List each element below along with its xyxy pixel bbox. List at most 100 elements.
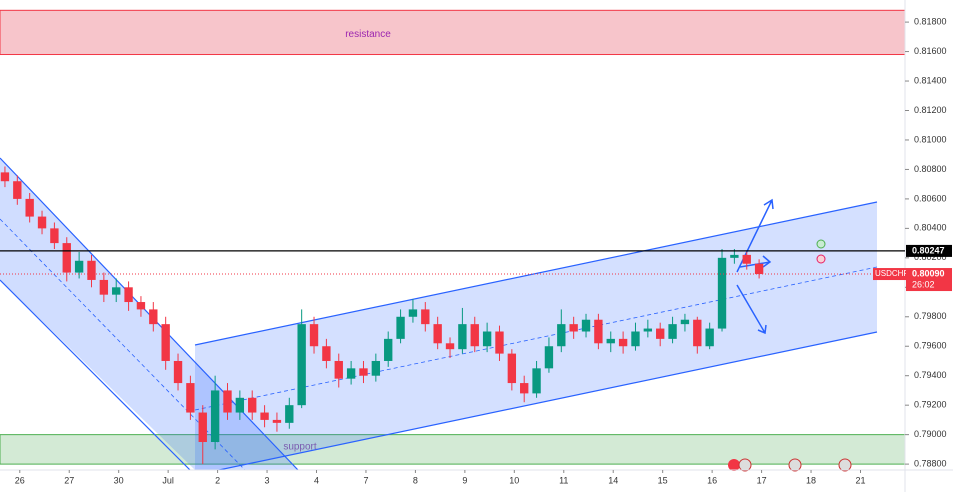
y-tick-label: 0.81800	[914, 16, 947, 26]
x-tick-label: 2	[215, 475, 220, 485]
x-tick-label: 14	[608, 475, 618, 485]
candle-body	[544, 346, 554, 369]
drawings	[0, 157, 878, 470]
candle-body	[742, 254, 751, 264]
alert-icon	[816, 239, 826, 249]
candle-body	[569, 324, 578, 332]
y-tick-label: 0.79000	[914, 429, 947, 439]
price-line-label: 0.80247	[912, 245, 945, 255]
candle-body	[25, 198, 34, 217]
countdown: 26:02	[912, 279, 935, 289]
candle-body	[520, 383, 529, 394]
zone	[0, 9, 905, 56]
candle-body	[717, 257, 727, 329]
candle-body	[74, 260, 84, 273]
x-tick-label: Jul	[162, 475, 174, 485]
candle-body	[445, 343, 455, 350]
x-tick-label: 21	[855, 475, 865, 485]
event-icon	[838, 458, 852, 472]
x-tick-label: 30	[114, 475, 124, 485]
candle-body	[210, 390, 220, 443]
x-tick-label: 26	[15, 475, 25, 485]
overlay: resistance support 0.80247 USDCHF 0.8009026:…	[0, 29, 952, 453]
event-icon	[788, 458, 802, 472]
candle-body	[37, 216, 47, 229]
candles	[0, 166, 764, 465]
zone-label: support	[283, 442, 317, 453]
candle-body	[606, 338, 615, 344]
candle-body	[62, 243, 71, 273]
y-tick-label: 0.81000	[914, 134, 947, 144]
candle-body	[495, 331, 504, 354]
candle-body	[112, 287, 121, 295]
x-tick-label: 9	[462, 475, 467, 485]
candle-body	[631, 331, 640, 347]
y-tick-label: 0.79600	[914, 341, 947, 351]
channel-edge	[0, 157, 299, 470]
y-tick-label: 0.79400	[914, 370, 947, 380]
channel-edge	[0, 279, 191, 470]
y-tick-label: 0.78800	[914, 458, 947, 468]
candle-body	[235, 397, 245, 413]
candle-body	[754, 263, 764, 275]
channel-edge	[194, 201, 878, 346]
y-tick-label: 0.81600	[914, 46, 947, 56]
x-tick-label: 17	[757, 475, 767, 485]
x-tick-label: 8	[413, 475, 418, 485]
candle-body	[322, 346, 331, 361]
zone	[0, 434, 905, 465]
x-tick-label: 10	[509, 475, 519, 485]
zone-label: resistance	[345, 29, 391, 40]
x-tick-label: 16	[707, 475, 717, 485]
y-tick-label: 0.80800	[914, 164, 947, 174]
candle-body	[136, 302, 146, 310]
candle-body	[594, 319, 603, 344]
candle-body	[223, 390, 232, 413]
candle-body	[618, 338, 628, 347]
candle-body	[186, 383, 195, 413]
x-tick-label: 4	[314, 475, 319, 485]
candle-body	[359, 368, 368, 376]
y-tick-label: 0.80200	[914, 252, 947, 262]
candle-body	[557, 324, 566, 347]
event-icon	[738, 458, 752, 472]
y-tick-label: 0.81400	[914, 75, 947, 85]
x-tick-label: 7	[363, 475, 368, 485]
event-icon	[728, 459, 740, 471]
candle-body	[680, 319, 690, 325]
candle-body	[87, 260, 96, 280]
y-tick-label: 0.81200	[914, 105, 947, 115]
candle-body	[507, 353, 517, 384]
candle-body	[248, 397, 257, 413]
candle-body	[50, 228, 59, 244]
arrow-down	[736, 284, 767, 335]
candle-body	[99, 279, 109, 295]
event-icons	[728, 458, 852, 472]
candle-body	[334, 360, 343, 379]
last-price-label: 0.80090	[912, 268, 945, 278]
candle-body	[161, 324, 170, 361]
candle-body	[297, 324, 306, 406]
candle-body	[371, 360, 381, 376]
candle-body	[482, 331, 492, 347]
channel-edge	[215, 331, 878, 470]
candle-body	[13, 181, 22, 199]
candle-body	[285, 405, 294, 423]
symbol-tag	[873, 268, 906, 281]
x-tick-label: 11	[559, 475, 568, 485]
candle-body	[309, 324, 319, 347]
candle-body	[272, 419, 282, 423]
y-tick-label: 0.79800	[914, 311, 947, 321]
symbol-label: USDCHF	[875, 269, 908, 278]
x-tick-label: 15	[658, 475, 668, 485]
candle-body	[149, 309, 158, 325]
candle-body	[173, 360, 183, 384]
y-tick-label: 0.80600	[914, 193, 947, 203]
candle-body	[643, 328, 653, 332]
candle-body	[532, 368, 541, 394]
candle-body	[470, 324, 479, 347]
candle-body	[458, 324, 467, 350]
alert-icon	[816, 254, 826, 264]
candle-body	[124, 287, 133, 303]
